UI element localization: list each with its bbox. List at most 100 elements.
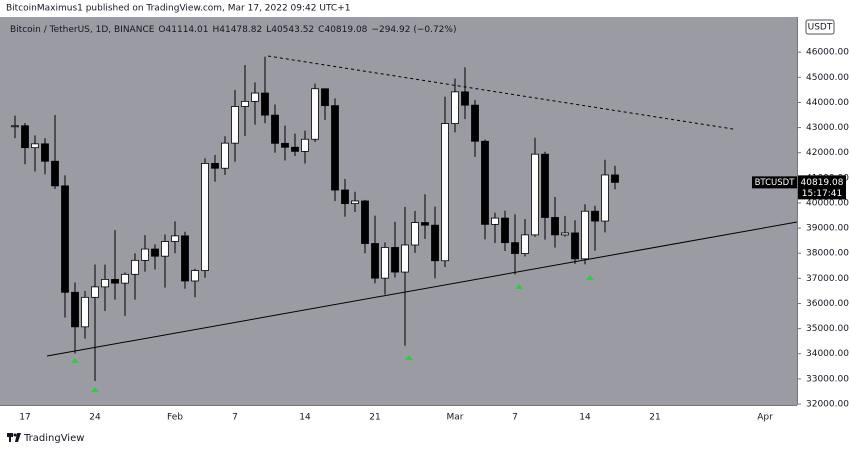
candle-body: [531, 153, 539, 236]
candle-body: [421, 222, 429, 226]
candle-body: [131, 259, 139, 275]
ohlc-value: 41478.82: [219, 25, 262, 35]
support-trendline: [46, 221, 798, 357]
candle-body: [591, 210, 599, 222]
y-tick-label: 42000.00: [806, 148, 849, 158]
candle-body: [51, 160, 59, 187]
y-tick-label: 46000.00: [806, 48, 849, 58]
candle-body: [281, 142, 289, 148]
candle-body: [571, 232, 579, 260]
candle-body: [481, 140, 489, 225]
candle-body: [491, 217, 499, 225]
ohlc-label: O: [158, 25, 165, 35]
y-tick-label: 43000.00: [806, 123, 849, 133]
x-tick-label: 14: [299, 413, 311, 423]
publisher-note: BitcoinMaximus1 published on TradingView…: [6, 4, 350, 14]
ohlc-label: H: [212, 25, 219, 35]
x-tick-label: Feb: [167, 413, 183, 423]
x-tick-label: Mar: [447, 413, 464, 423]
candle-body: [381, 247, 389, 279]
last-price-badge: [798, 175, 846, 200]
candle-body: [341, 189, 349, 205]
plot-area: [0, 17, 797, 405]
symbol-badge: [752, 176, 797, 189]
arrow-marker: [405, 355, 413, 360]
candle-body: [351, 200, 359, 205]
candle-body: [441, 123, 449, 262]
unit-box: [805, 19, 835, 35]
candle-body: [111, 279, 119, 284]
x-tick-label: 14: [579, 413, 591, 423]
candle-body: [21, 125, 29, 149]
candle-body: [411, 222, 419, 246]
ohlc-value: 40543.52: [271, 25, 314, 35]
y-tick-label: 35000.00: [806, 324, 849, 334]
footer-brand: TradingView: [23, 433, 84, 444]
ohlc-label: C: [318, 25, 324, 35]
candle-body: [151, 248, 159, 257]
axis-line: [797, 17, 798, 405]
y-tick-label: 40000.00: [806, 198, 849, 208]
candle-body: [301, 138, 309, 152]
candle-body: [521, 234, 529, 254]
candle-body: [101, 279, 109, 288]
candle-body: [201, 163, 209, 271]
candle-body: [391, 247, 399, 273]
candle-body: [371, 243, 379, 279]
candle-body: [261, 92, 269, 116]
change: −294.92 (−0.72%): [371, 25, 456, 35]
symbol-label: BTCUSDT: [755, 178, 796, 188]
axis-unit: USDT: [808, 23, 833, 33]
legend-line: Bitcoin / TetherUS, 1D, BINANCE O41114.01…: [10, 25, 456, 35]
candle-body: [241, 100, 249, 107]
candle-body: [221, 142, 229, 169]
candle-body: [291, 146, 299, 152]
y-tick-label: 44000.00: [806, 98, 849, 108]
candles: [11, 56, 619, 381]
ohlc-value: 40819.08: [324, 25, 367, 35]
candle-body: [311, 88, 319, 140]
y-tick-label: 36000.00: [806, 299, 849, 309]
candle-body: [331, 105, 339, 191]
candle-body: [81, 296, 89, 328]
candle-body: [121, 273, 129, 284]
candle-body: [61, 185, 69, 293]
last-price-label: 40819.08: [801, 178, 844, 188]
candle-body: [71, 291, 79, 328]
candle-body: [171, 235, 179, 242]
candle-body: [41, 143, 49, 162]
countdown-label: 15:17:41: [802, 189, 842, 199]
candle-body: [31, 143, 39, 149]
symbol-title: Bitcoin / TetherUS, 1D, BINANCE: [10, 25, 155, 35]
candle-body: [361, 200, 369, 244]
x-tick-label: 7: [232, 413, 238, 423]
candle-body: [271, 114, 279, 144]
arrow-marker: [71, 358, 79, 363]
x-tick-label: 17: [19, 413, 30, 423]
candle-body: [211, 163, 219, 169]
candle-body: [501, 217, 509, 244]
x-tick-label: 24: [89, 413, 101, 423]
y-tick-label: 32000.00: [806, 399, 849, 409]
axis-line: [0, 405, 797, 406]
candle-body: [551, 217, 559, 236]
candle-body: [611, 174, 619, 183]
candle-body: [511, 242, 519, 254]
ohlc-value: 41114.01: [166, 25, 209, 35]
ohlc-label: L: [266, 25, 271, 35]
candle-body: [231, 106, 239, 144]
resistance-trendline: [267, 55, 734, 130]
candle-body: [141, 248, 149, 261]
y-tick-label: 39000.00: [806, 224, 849, 234]
candle-body: [471, 104, 479, 142]
x-tick-label: 21: [369, 413, 380, 423]
y-tick-label: 45000.00: [806, 73, 849, 83]
candle-body: [191, 270, 199, 282]
candle-body: [431, 224, 439, 262]
candle-body: [451, 91, 459, 124]
candle-body: [601, 174, 609, 222]
x-tick-label: 7: [512, 413, 518, 423]
y-tick-label: 34000.00: [806, 349, 849, 359]
